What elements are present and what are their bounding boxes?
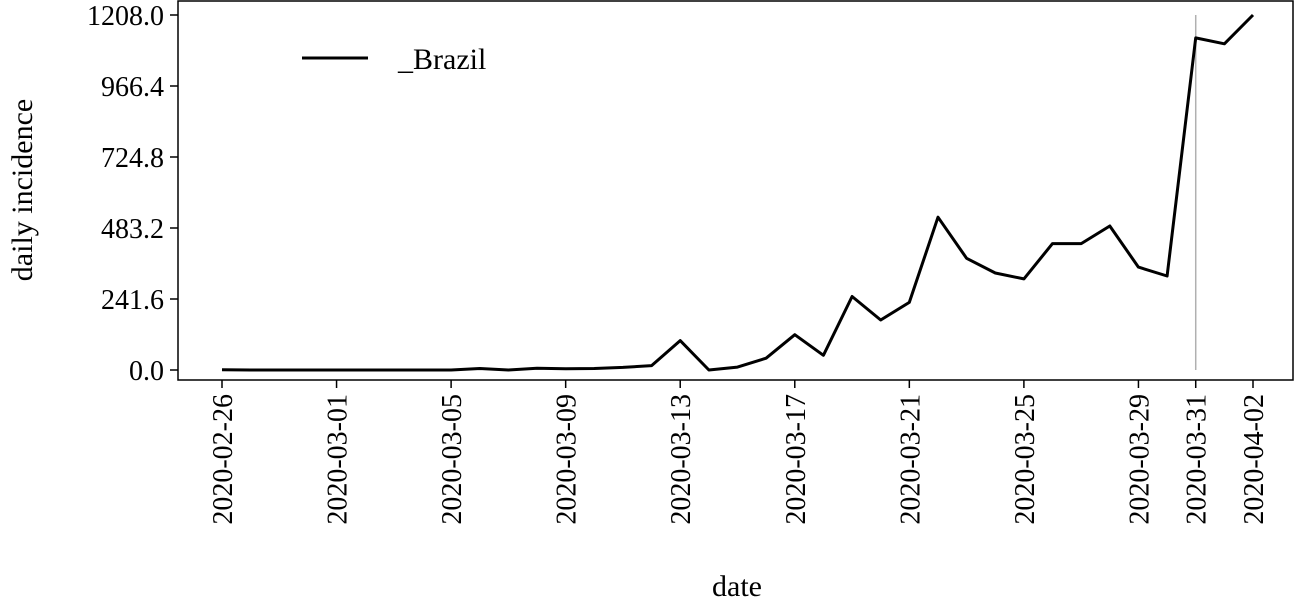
- x-tick-label: 2020-02-26: [208, 394, 239, 525]
- x-tick-label: 2020-03-17: [781, 394, 812, 525]
- x-tick-label: 2020-03-09: [552, 394, 583, 525]
- x-tick-label: 2020-03-21: [895, 394, 926, 525]
- y-tick-label: 966.4: [101, 72, 164, 103]
- y-tick-label: 1208.0: [87, 1, 164, 32]
- y-tick-label: 0.0: [129, 356, 164, 387]
- x-axis: 2020-02-26 2020-03-01 2020-03-05 2020-03-09…: [208, 380, 1270, 525]
- x-tick-label: 2020-03-29: [1124, 394, 1155, 525]
- legend: _Brazil: [302, 43, 486, 76]
- x-tick-label: 2020-03-01: [323, 394, 354, 525]
- x-tick-label: 2020-03-13: [666, 394, 697, 525]
- series-line-brazil: [221, 13, 1255, 372]
- x-tick-label: 2020-03-31: [1182, 394, 1213, 525]
- legend-label: _Brazil: [397, 43, 486, 76]
- plot-frame: [177, 0, 1294, 381]
- x-axis-title: date: [712, 570, 762, 600]
- y-tick-label: 483.2: [101, 214, 164, 245]
- y-axis: 0.0 241.6 483.2 724.8 966.4 1208.0: [87, 1, 178, 387]
- x-tick-label: 2020-03-25: [1010, 394, 1041, 525]
- x-tick-label: 2020-03-05: [437, 394, 468, 525]
- x-tick-label: 2020-04-02: [1239, 394, 1270, 525]
- y-axis-title: daily incidence: [6, 99, 39, 281]
- y-tick-label: 724.8: [101, 143, 164, 174]
- y-tick-label: 241.6: [101, 285, 164, 316]
